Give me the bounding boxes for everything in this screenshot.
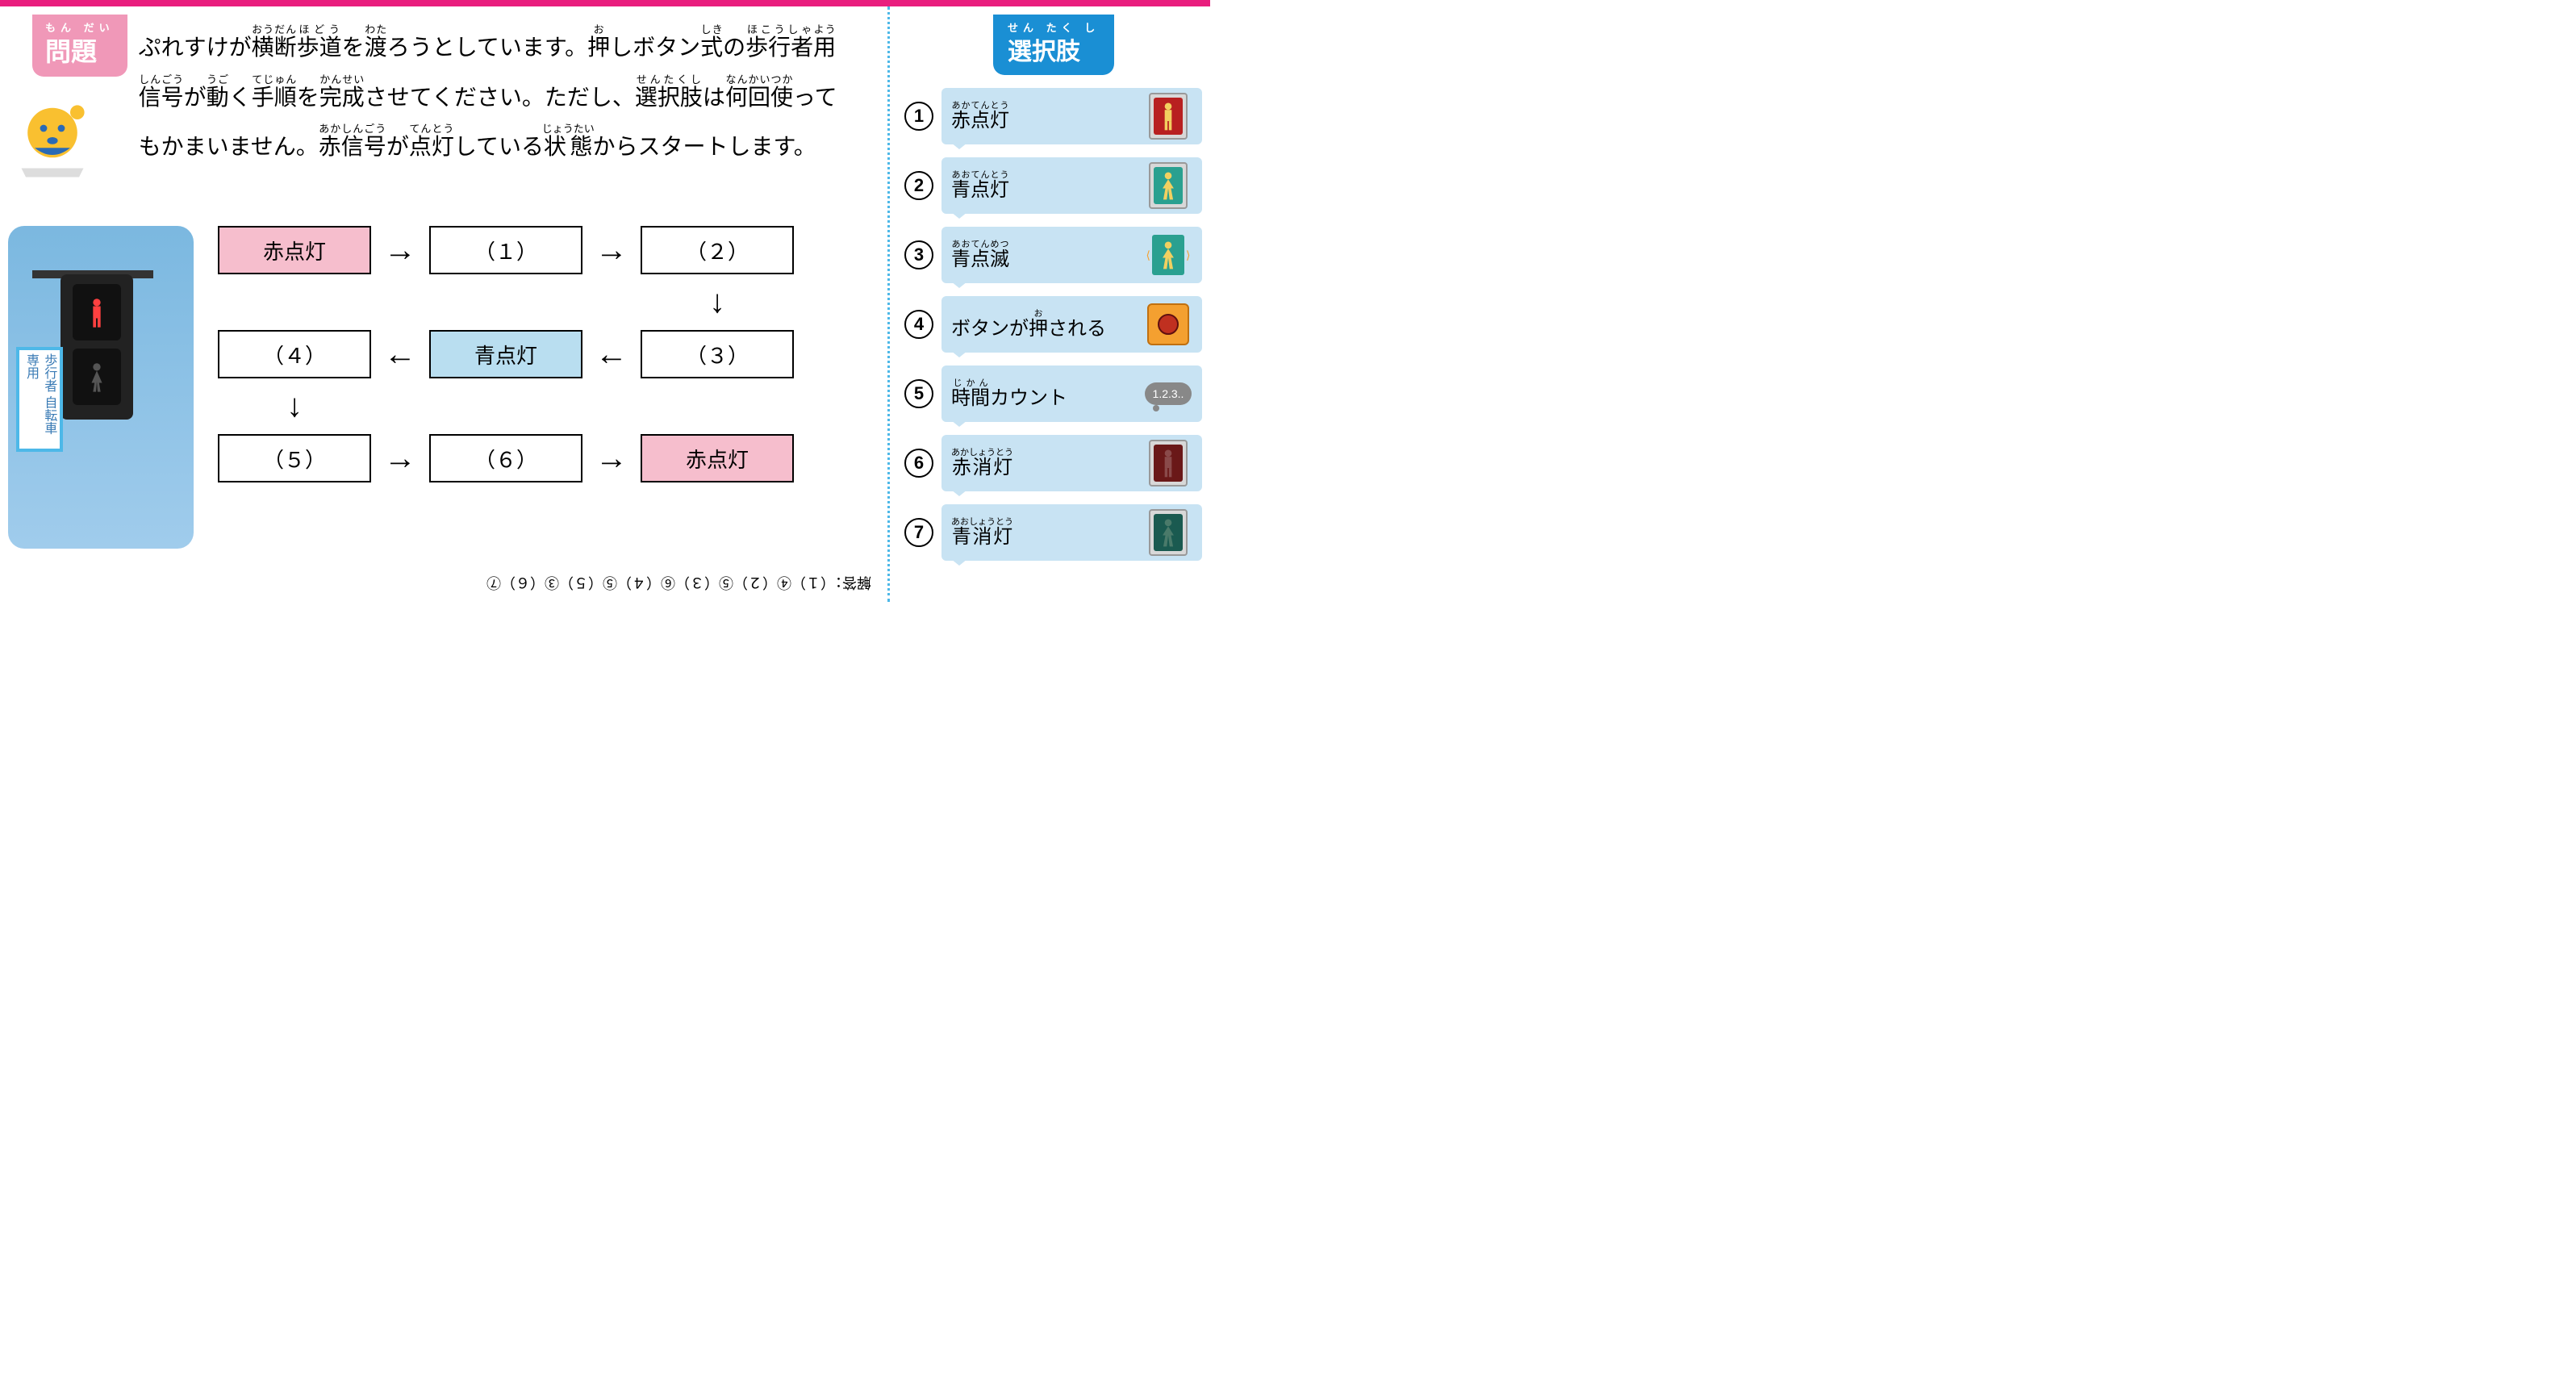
arrow-icon — [384, 232, 416, 269]
option-number: 4 — [904, 310, 933, 339]
mondai-badge: もん だい 問題 — [32, 15, 127, 77]
option-icon — [1144, 508, 1192, 557]
option-icon — [1144, 300, 1192, 349]
option-body: ボタンが押おされる — [941, 296, 1202, 353]
option-icon — [1144, 161, 1192, 210]
sentakushi-text: 選択肢 — [1008, 39, 1080, 65]
options-list: 1 赤点灯あかてんとう 2 青点灯あおてんとう 3 青点滅あおてんめつ ⟨⟩ 4… — [904, 88, 1202, 561]
option-number: 5 — [904, 379, 933, 408]
arrow-icon — [595, 336, 628, 373]
arrow-icon — [595, 232, 628, 269]
option-1[interactable]: 1 赤点灯あかてんとう — [904, 88, 1202, 144]
option-label: 青点灯あおてんとう — [951, 170, 1009, 202]
flow-blank-5: （５） — [218, 434, 371, 482]
flow-blank-3: （３） — [641, 330, 794, 378]
main-column: もん だい 問題 ぷれすけが横断おうだん歩道ほどうを渡わたろうとしています。押お… — [0, 6, 887, 602]
flow-start: 赤点灯 — [218, 226, 371, 274]
question-block: もん だい 問題 ぷれすけが横断おうだん歩道ほどうを渡わたろうとしています。押お… — [8, 15, 871, 186]
arrow-icon — [384, 441, 416, 477]
option-label: 青点滅あおてんめつ — [951, 240, 1009, 271]
option-body: 時間じかんカウント 1.2.3.. — [941, 365, 1202, 422]
option-number: 3 — [904, 240, 933, 269]
flow-blank-4: （４） — [218, 330, 371, 378]
option-label: ボタンが押おされる — [951, 309, 1106, 340]
flowchart: 赤点灯 （１） （２） （４） 青点灯 （３） （５） （６） 赤点灯 — [218, 226, 794, 482]
option-label: 青消灯あおしょうとう — [951, 517, 1013, 549]
option-5[interactable]: 5 時間じかんカウント 1.2.3.. — [904, 365, 1202, 422]
option-number: 1 — [904, 102, 933, 131]
option-body: 赤点灯あかてんとう — [941, 88, 1202, 144]
option-3[interactable]: 3 青点滅あおてんめつ ⟨⟩ — [904, 227, 1202, 283]
arrow-icon — [595, 441, 628, 477]
mascot-icon — [8, 93, 97, 186]
option-number: 2 — [904, 171, 933, 200]
answer-inverted: 解答：（１）④（２）⑤（３）⑥（４）⑤（５）③（６）⑦ — [371, 573, 871, 594]
flow-blank-1: （１） — [429, 226, 582, 274]
option-label: 赤点灯あかてんとう — [951, 101, 1009, 132]
pedestrian-sign: 歩行者 自転車 専用 — [16, 347, 63, 452]
option-icon: ⟨⟩ — [1144, 231, 1192, 279]
option-icon — [1144, 439, 1192, 487]
flow-blank-2: （２） — [641, 226, 794, 274]
option-label: 時間じかんカウント — [951, 378, 1067, 410]
option-label: 赤消灯あかしょうとう — [951, 448, 1013, 479]
option-7[interactable]: 7 青消灯あおしょうとう — [904, 504, 1202, 561]
sentakushi-badge: せん たく し 選択肢 — [993, 15, 1114, 75]
options-sidebar: せん たく し 選択肢 1 赤点灯あかてんとう 2 青点灯あおてんとう 3 青点… — [887, 6, 1210, 602]
flow-end: 赤点灯 — [641, 434, 794, 482]
traffic-light-photo: 歩行者 自転車 専用 — [8, 226, 194, 549]
question-text: ぷれすけが横断おうだん歩道ほどうを渡わたろうとしています。押おしボタン式しきの歩… — [139, 23, 871, 172]
arrow-icon — [286, 388, 303, 424]
sentakushi-furigana: せん たく し — [1008, 19, 1100, 35]
option-6[interactable]: 6 赤消灯あかしょうとう — [904, 435, 1202, 491]
badge-and-mascot: もん だい 問題 — [8, 15, 127, 186]
option-number: 7 — [904, 518, 933, 547]
flow-blank-6: （６） — [429, 434, 582, 482]
option-number: 6 — [904, 449, 933, 478]
page-container: もん だい 問題 ぷれすけが横断おうだん歩道ほどうを渡わたろうとしています。押お… — [0, 6, 1210, 602]
mondai-furigana: もん だい — [45, 19, 115, 35]
option-body: 青点灯あおてんとう — [941, 157, 1202, 214]
option-2[interactable]: 2 青点灯あおてんとう — [904, 157, 1202, 214]
option-body: 青点滅あおてんめつ ⟨⟩ — [941, 227, 1202, 283]
flow-mid: 青点灯 — [429, 330, 582, 378]
mondai-text: 問題 — [45, 37, 97, 66]
diagram-area: 歩行者 自転車 専用 赤点灯 （１） （２） （４） 青点灯 （３） （５） （… — [8, 226, 871, 549]
option-icon — [1144, 92, 1192, 140]
option-4[interactable]: 4 ボタンが押おされる — [904, 296, 1202, 353]
arrow-icon — [384, 336, 416, 373]
arrow-icon — [709, 284, 725, 320]
option-icon: 1.2.3.. — [1144, 370, 1192, 418]
option-body: 赤消灯あかしょうとう — [941, 435, 1202, 491]
top-accent-bar — [0, 0, 1210, 6]
option-body: 青消灯あおしょうとう — [941, 504, 1202, 561]
